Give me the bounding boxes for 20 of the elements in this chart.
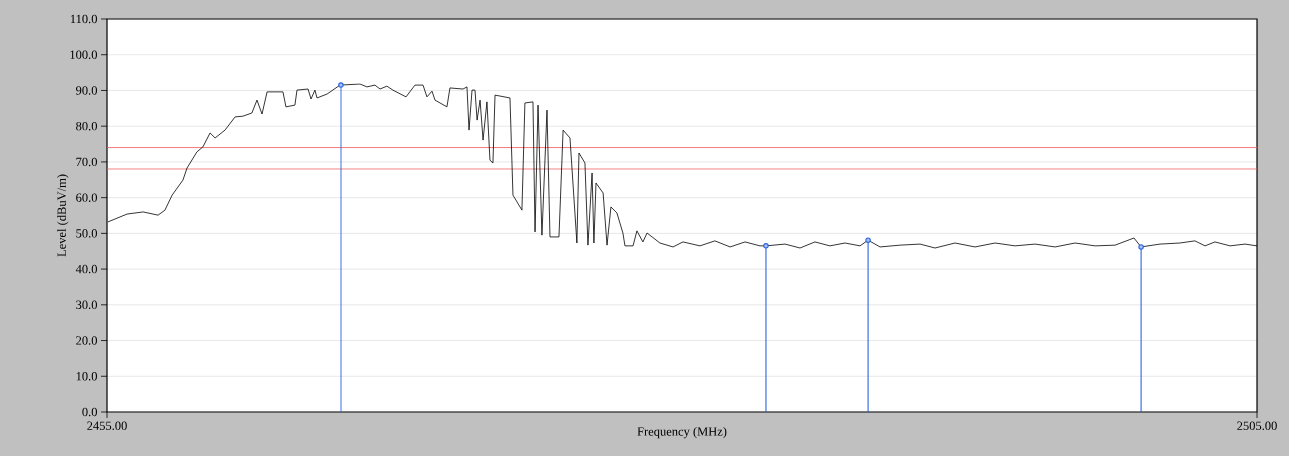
y-tick-label: 50.0 — [76, 229, 97, 238]
y-tick-label: 80.0 — [76, 121, 97, 131]
y-tick-label: 90.0 — [76, 86, 97, 95]
y-tick-label: 60.0 — [76, 193, 97, 202]
y-axis-title: Level (dBuV/m) — [57, 174, 69, 257]
y-tick-label: 30.0 — [76, 300, 97, 310]
x-axis-title: Frequency (MHz) — [637, 426, 727, 439]
point — [763, 243, 769, 249]
x-tick-label: 2505.00 — [1237, 421, 1277, 431]
point — [338, 82, 344, 88]
y-tick-label: 70.0 — [76, 157, 97, 167]
point — [1138, 244, 1144, 250]
y-tick-label: 110.0 — [70, 14, 97, 24]
y-tick-label: 10.0 — [76, 372, 97, 381]
y-tick-label: 0.0 — [82, 407, 97, 417]
y-tick-label: 100.0 — [70, 50, 97, 59]
y-tick-label: 20.0 — [76, 336, 97, 345]
y-tick-label: 40.0 — [75, 264, 97, 274]
x-tick-label: 2455.00 — [87, 421, 127, 431]
point — [865, 237, 871, 243]
